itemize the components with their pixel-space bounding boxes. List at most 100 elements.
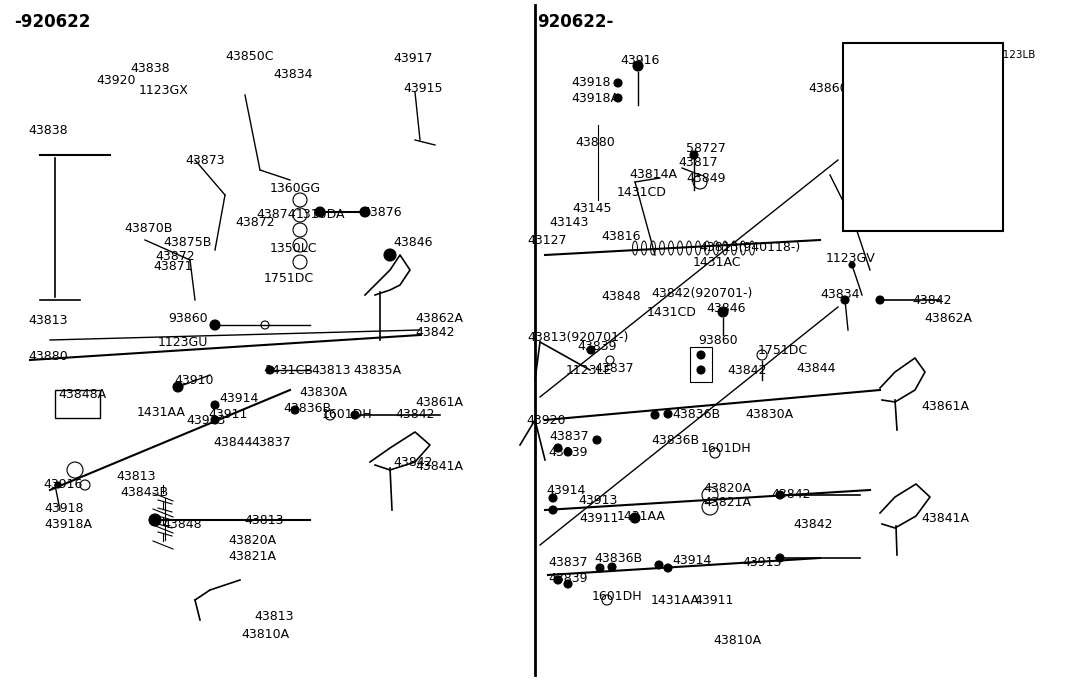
Circle shape bbox=[360, 207, 370, 217]
Text: 43813: 43813 bbox=[254, 609, 294, 622]
Text: 43872: 43872 bbox=[928, 85, 961, 95]
Text: 43837: 43837 bbox=[251, 437, 290, 449]
Text: 43920: 43920 bbox=[96, 73, 136, 86]
Text: 43918: 43918 bbox=[44, 503, 83, 515]
Text: 43842: 43842 bbox=[912, 294, 952, 307]
Text: 43870B: 43870B bbox=[124, 222, 172, 235]
Text: 43880: 43880 bbox=[575, 135, 615, 148]
Circle shape bbox=[549, 506, 557, 514]
Circle shape bbox=[876, 296, 884, 304]
Text: 43871: 43871 bbox=[153, 260, 192, 273]
Circle shape bbox=[564, 448, 572, 456]
Text: 43917: 43917 bbox=[393, 52, 433, 65]
Text: 43848: 43848 bbox=[601, 290, 641, 303]
Text: 1431AA: 1431AA bbox=[617, 511, 665, 524]
Text: 43913: 43913 bbox=[186, 415, 225, 428]
Text: 43813: 43813 bbox=[28, 313, 67, 326]
Text: 43839: 43839 bbox=[548, 571, 587, 585]
Circle shape bbox=[608, 563, 616, 571]
Text: 1431CD: 1431CD bbox=[647, 305, 697, 318]
Text: 43844: 43844 bbox=[796, 362, 835, 375]
Text: 1350LC: 1350LC bbox=[928, 67, 968, 77]
Circle shape bbox=[587, 346, 595, 354]
Circle shape bbox=[664, 410, 672, 418]
Bar bbox=[54, 390, 100, 418]
Circle shape bbox=[630, 513, 640, 523]
Circle shape bbox=[554, 444, 562, 452]
Text: 43836B: 43836B bbox=[594, 551, 642, 564]
Text: 43872: 43872 bbox=[855, 103, 889, 113]
Text: 43842: 43842 bbox=[771, 488, 811, 502]
Text: 43834: 43834 bbox=[820, 288, 860, 301]
Text: 1123GV: 1123GV bbox=[826, 252, 876, 265]
Text: 43911: 43911 bbox=[694, 594, 734, 607]
Text: 43817: 43817 bbox=[678, 156, 718, 169]
Text: 43836B: 43836B bbox=[651, 434, 700, 447]
Text: 43862A: 43862A bbox=[415, 311, 464, 324]
Text: 43846: 43846 bbox=[393, 235, 433, 248]
Text: 43841A: 43841A bbox=[415, 460, 464, 473]
Text: 43836B: 43836B bbox=[283, 403, 331, 415]
Text: 1360GG: 1360GG bbox=[858, 67, 900, 77]
Text: 1601DH: 1601DH bbox=[701, 441, 752, 454]
Text: 43839: 43839 bbox=[548, 447, 587, 460]
Text: 43145: 43145 bbox=[572, 201, 612, 214]
Text: 43842: 43842 bbox=[393, 456, 433, 469]
Circle shape bbox=[266, 366, 274, 374]
Text: 43834: 43834 bbox=[273, 67, 313, 80]
Text: 43842(920701-): 43842(920701-) bbox=[651, 288, 752, 301]
Circle shape bbox=[315, 207, 325, 217]
Text: 43830A: 43830A bbox=[299, 386, 347, 400]
Circle shape bbox=[596, 564, 604, 572]
Text: 43875B: 43875B bbox=[928, 103, 969, 113]
Text: 43849: 43849 bbox=[686, 171, 725, 184]
Text: 43914: 43914 bbox=[672, 554, 711, 566]
Text: 1431AA: 1431AA bbox=[651, 594, 700, 607]
Text: 43914: 43914 bbox=[546, 484, 585, 498]
Circle shape bbox=[150, 514, 161, 526]
Text: 1751DC: 1751DC bbox=[758, 345, 808, 358]
Text: 43873: 43873 bbox=[863, 142, 896, 152]
Circle shape bbox=[633, 61, 643, 71]
Text: 93860: 93860 bbox=[168, 313, 207, 326]
Circle shape bbox=[554, 576, 562, 584]
Text: 43848A: 43848A bbox=[58, 388, 106, 401]
Text: 43843B: 43843B bbox=[120, 486, 168, 498]
Text: 1751DC: 1751DC bbox=[264, 271, 314, 284]
Text: 43916: 43916 bbox=[621, 54, 659, 67]
Text: 43913: 43913 bbox=[578, 494, 617, 507]
Text: 43916: 43916 bbox=[43, 477, 82, 490]
Circle shape bbox=[690, 151, 698, 159]
Bar bbox=[690, 347, 712, 382]
Text: 1123LE: 1123LE bbox=[566, 364, 612, 377]
Text: 43860: 43860 bbox=[808, 82, 848, 95]
Text: 43127: 43127 bbox=[527, 233, 566, 247]
Text: 58727: 58727 bbox=[686, 141, 726, 154]
Text: 43880: 43880 bbox=[28, 350, 67, 362]
Circle shape bbox=[211, 401, 219, 409]
Text: 43874: 43874 bbox=[858, 85, 891, 95]
Text: 43813: 43813 bbox=[116, 469, 156, 483]
Circle shape bbox=[697, 366, 705, 374]
Circle shape bbox=[564, 580, 572, 588]
Text: 43913: 43913 bbox=[742, 556, 782, 570]
Circle shape bbox=[614, 94, 622, 102]
Circle shape bbox=[776, 554, 784, 562]
Circle shape bbox=[54, 482, 61, 488]
Text: 1350LC: 1350LC bbox=[270, 241, 317, 254]
Text: 43842: 43842 bbox=[727, 364, 767, 377]
Text: 43837: 43837 bbox=[594, 362, 633, 375]
Text: 43839: 43839 bbox=[577, 341, 616, 354]
Text: 43870B: 43870B bbox=[904, 142, 943, 152]
Bar bbox=[843, 43, 1003, 231]
Text: 43837: 43837 bbox=[549, 430, 588, 443]
Text: 43813: 43813 bbox=[244, 515, 283, 528]
Text: 43821A: 43821A bbox=[703, 496, 751, 509]
Text: 43862A: 43862A bbox=[924, 311, 972, 324]
Circle shape bbox=[651, 411, 659, 419]
Text: 1360GG: 1360GG bbox=[270, 182, 321, 194]
Text: 43911: 43911 bbox=[579, 511, 618, 524]
Text: 1431CB: 1431CB bbox=[265, 364, 314, 377]
Circle shape bbox=[718, 307, 728, 317]
Text: 43918A: 43918A bbox=[571, 92, 619, 105]
